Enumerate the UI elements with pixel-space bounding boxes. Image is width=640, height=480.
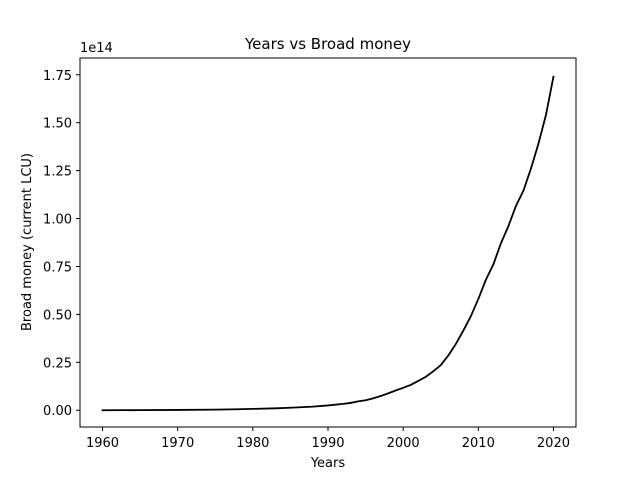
y-tick-label: 1.00 [43, 213, 72, 228]
y-tick-label: 0.00 [43, 404, 72, 419]
y-tick-label: 0.50 [43, 308, 72, 323]
axes-frame [79, 57, 577, 428]
y-tick-label: 0.75 [43, 260, 72, 275]
y-tick-label: 1.25 [43, 165, 72, 180]
y-tick-label: 1.50 [43, 117, 72, 132]
y-tick-label: 0.25 [43, 356, 72, 371]
y-tick-label: 1.75 [43, 69, 72, 84]
y-axis-label: Broad money (current LCU) [20, 153, 35, 331]
x-tick-label: 2020 [537, 436, 570, 451]
x-tick-label: 1990 [311, 436, 344, 451]
x-tick-label: 1980 [236, 436, 269, 451]
y-offset-text: 1e14 [80, 41, 113, 56]
x-tick-label: 2010 [462, 436, 495, 451]
chart-title: Years vs Broad money [244, 35, 411, 53]
x-tick-label: 2000 [387, 436, 420, 451]
x-tick-label: 1970 [161, 436, 194, 451]
plot-area: 1960 1970 1980 1990 2000 2010 2020 0.00 0.25 0.50… [43, 69, 570, 451]
x-axis-label: Years [310, 456, 346, 471]
x-tick-label: 1960 [86, 436, 119, 451]
series-line [101, 75, 555, 412]
